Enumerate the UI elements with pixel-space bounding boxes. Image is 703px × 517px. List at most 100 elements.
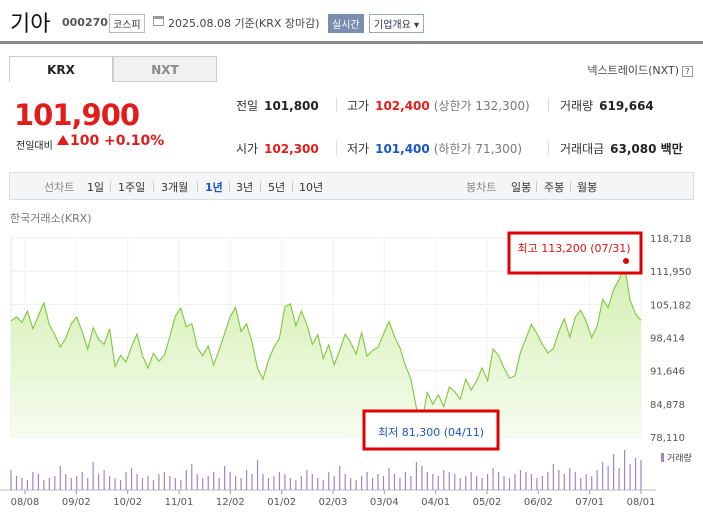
volume-bar [76, 476, 78, 490]
period-1w[interactable]: 1주일 [118, 181, 146, 194]
volume-bar [519, 470, 522, 490]
stock-code: 000270 [62, 16, 108, 29]
volume-bar [459, 478, 461, 490]
calendar-icon [153, 16, 164, 26]
volume-bar [487, 474, 489, 490]
volume-bar [207, 476, 209, 490]
corp-info-dropdown[interactable]: 기업개요 ▾ [369, 14, 424, 33]
y-tick-label: 105,182 [650, 300, 691, 311]
volume-bar [87, 478, 89, 490]
volume-bar [65, 474, 67, 490]
realtime-button[interactable]: 실시간 [328, 14, 364, 33]
volume-bar [536, 478, 538, 490]
stat-upper-limit: (상한가 132,300) [433, 99, 530, 113]
period-10y[interactable]: 10년 [299, 181, 324, 194]
volume-bar [21, 478, 23, 490]
y-tick-label: 111,950 [650, 267, 691, 278]
volume-bar [355, 480, 357, 490]
volume-bar [634, 458, 637, 490]
divider [336, 98, 337, 112]
divider [548, 141, 549, 155]
volume-bar [530, 474, 533, 490]
period-5y[interactable]: 5년 [268, 181, 286, 194]
volume-bar [508, 478, 511, 490]
volume-bar [613, 454, 615, 490]
y-tick-label: 98,414 [650, 334, 685, 345]
volume-bar [174, 478, 176, 490]
candle-weekly[interactable]: 주봉 [544, 181, 565, 194]
volume-bar [130, 468, 133, 490]
volume-bar [245, 470, 248, 490]
divider [548, 98, 549, 112]
volume-bar [432, 474, 434, 490]
volume-bar [125, 472, 127, 490]
price-change-pct: +0.10% [104, 133, 165, 149]
stat-low: 저가 101,400 (하한가 71,300) [347, 140, 522, 157]
period-1y[interactable]: 1년 [205, 181, 223, 194]
volume-bar [32, 472, 34, 490]
stock-name: 기아 [10, 12, 51, 37]
chart-source: 한국거래소(KRX) [10, 212, 92, 225]
volume-bar [580, 478, 582, 490]
nxt-link-label[interactable]: 넥스트레이드(NXT) [587, 64, 679, 77]
candle-monthly[interactable]: 월봉 [577, 181, 598, 194]
volume-bar [98, 474, 100, 490]
high-annotation-label: 최고 113,200 (07/31) [517, 242, 630, 255]
volume-bar [552, 464, 554, 490]
volume-bar [618, 468, 620, 490]
volume-bar [443, 470, 445, 490]
volume-bar [158, 474, 160, 490]
volume-bar [415, 462, 417, 490]
candle-chart-label: 봉차트 [466, 181, 497, 194]
x-tick-label: 07/01 [575, 497, 604, 508]
period-3y[interactable]: 3년 [236, 181, 254, 194]
line-chart-label: 선차트 [44, 181, 75, 194]
tab-nxt[interactable]: NXT [113, 56, 217, 82]
volume-bar [196, 474, 198, 490]
volume-legend-icon [661, 453, 664, 462]
stat-high: 고가 102,400 (상한가 132,300) [347, 97, 530, 114]
help-icon[interactable]: ? [682, 65, 693, 77]
volume-bar [547, 472, 549, 490]
volume-bar [607, 466, 609, 490]
volume-bar [191, 464, 193, 490]
volume-bar [525, 472, 527, 490]
candle-daily[interactable]: 일봉 [511, 181, 532, 194]
volume-bar [37, 474, 39, 490]
volume-bar [251, 474, 253, 490]
period-1d[interactable]: 1일 [87, 181, 105, 194]
tab-krx[interactable]: KRX [9, 56, 113, 82]
volume-bar [328, 472, 330, 490]
nxt-info-link[interactable]: 넥스트레이드(NXT)? [587, 62, 693, 78]
volume-bar [48, 478, 50, 490]
volume-bar [350, 478, 352, 490]
volume-bar [404, 472, 407, 490]
volume-bar [602, 462, 604, 490]
volume-bar [278, 472, 281, 490]
volume-bar [514, 474, 516, 490]
volume-bar [273, 476, 275, 490]
volume-bar [114, 478, 116, 490]
x-tick-label: 06/02 [524, 497, 553, 508]
divider [536, 181, 537, 192]
volume-bar [437, 476, 439, 490]
up-arrow-icon [57, 135, 69, 145]
x-tick-label: 02/03 [319, 497, 348, 508]
volume-bar [558, 470, 560, 490]
volume-bar [344, 474, 346, 490]
volume-bar [591, 476, 593, 490]
volume-bar [497, 472, 500, 490]
volume-bar [481, 478, 483, 490]
volume-bar [224, 466, 226, 490]
stat-amount: 거래대금 63,080 백만 [560, 140, 683, 157]
stat-prev-value: 101,800 [264, 99, 319, 113]
low-annotation-box [362, 409, 500, 451]
stat-open-value: 102,300 [264, 142, 319, 156]
volume-bar [492, 468, 494, 490]
period-3m[interactable]: 3개월 [161, 181, 189, 194]
volume-bar [465, 476, 467, 490]
volume-bar [218, 478, 220, 490]
volume-bar [169, 476, 171, 490]
volume-bar [180, 480, 182, 490]
